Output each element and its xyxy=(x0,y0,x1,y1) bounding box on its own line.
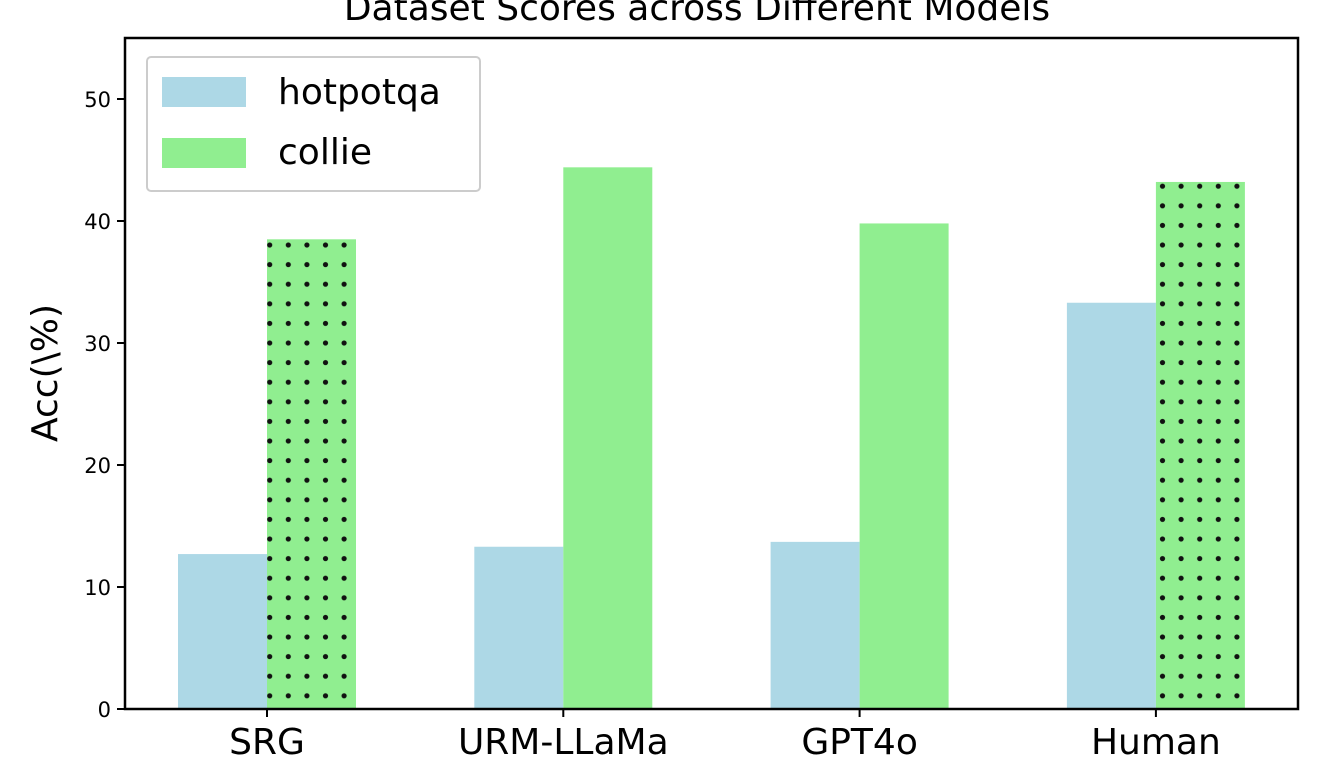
y-axis-ticks: 0 10 20 30 40 50 xyxy=(84,88,125,722)
bar-hotpotqa-srg xyxy=(178,554,267,709)
x-axis-ticks: SRG URM-LLaMa GPT4o Human xyxy=(229,709,1221,763)
y-tick-label: 0 xyxy=(98,698,111,722)
y-tick-label: 10 xyxy=(84,576,111,600)
legend-swatch-hotpotqa xyxy=(162,77,246,107)
y-axis-label: Acc(\%) xyxy=(25,304,66,442)
legend: hotpotqa collie xyxy=(146,56,481,192)
bar-hotpotqa-urm-llama xyxy=(474,546,564,709)
y-tick-label: 20 xyxy=(84,454,111,478)
bar-hatch-collie-human xyxy=(1155,181,1245,709)
x-tick-label: URM-LLaMa xyxy=(458,722,669,763)
chart-title: Dataset Scores across Different Models xyxy=(344,0,1050,29)
legend-label-hotpotqa: hotpotqa xyxy=(278,72,441,113)
bar-hatch-collie-srg xyxy=(267,239,356,710)
x-tick-label: Human xyxy=(1091,722,1221,763)
x-tick-label: GPT4o xyxy=(801,722,918,763)
bar-collie-gpt4o xyxy=(859,223,949,709)
x-tick-label: SRG xyxy=(229,722,305,763)
y-tick-label: 50 xyxy=(84,88,111,112)
bar-collie-urm-llama xyxy=(563,167,653,709)
y-tick-label: 40 xyxy=(84,210,111,234)
bar-hotpotqa-gpt4o xyxy=(770,541,860,709)
legend-label-collie: collie xyxy=(278,132,372,173)
y-tick-label: 30 xyxy=(84,332,111,356)
axes-frame xyxy=(123,36,1300,711)
bar-hotpotqa-human xyxy=(1066,302,1156,709)
legend-swatch-collie xyxy=(162,138,246,168)
bars-group xyxy=(178,167,1245,710)
